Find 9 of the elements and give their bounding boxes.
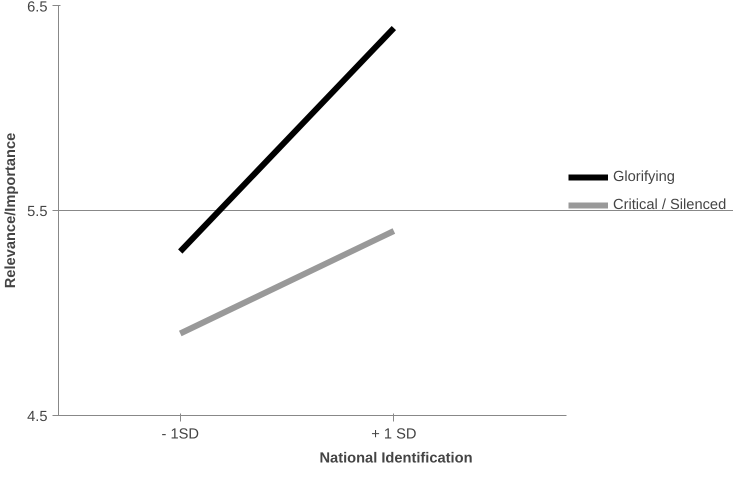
x-tick-label: + 1 SD [371,426,416,442]
y-tick-label: 4.5 [27,409,48,425]
y-tick-label: 5.5 [27,204,48,220]
y-tick-label: 6.5 [27,0,48,16]
legend-label: Glorifying [613,169,675,185]
y-axis-title: Relevance/Importance [3,132,20,288]
x-tick-label: - 1SD [162,426,199,442]
x-axis-title: National Identification [319,450,473,466]
legend-label: Critical / Silenced [613,197,726,213]
